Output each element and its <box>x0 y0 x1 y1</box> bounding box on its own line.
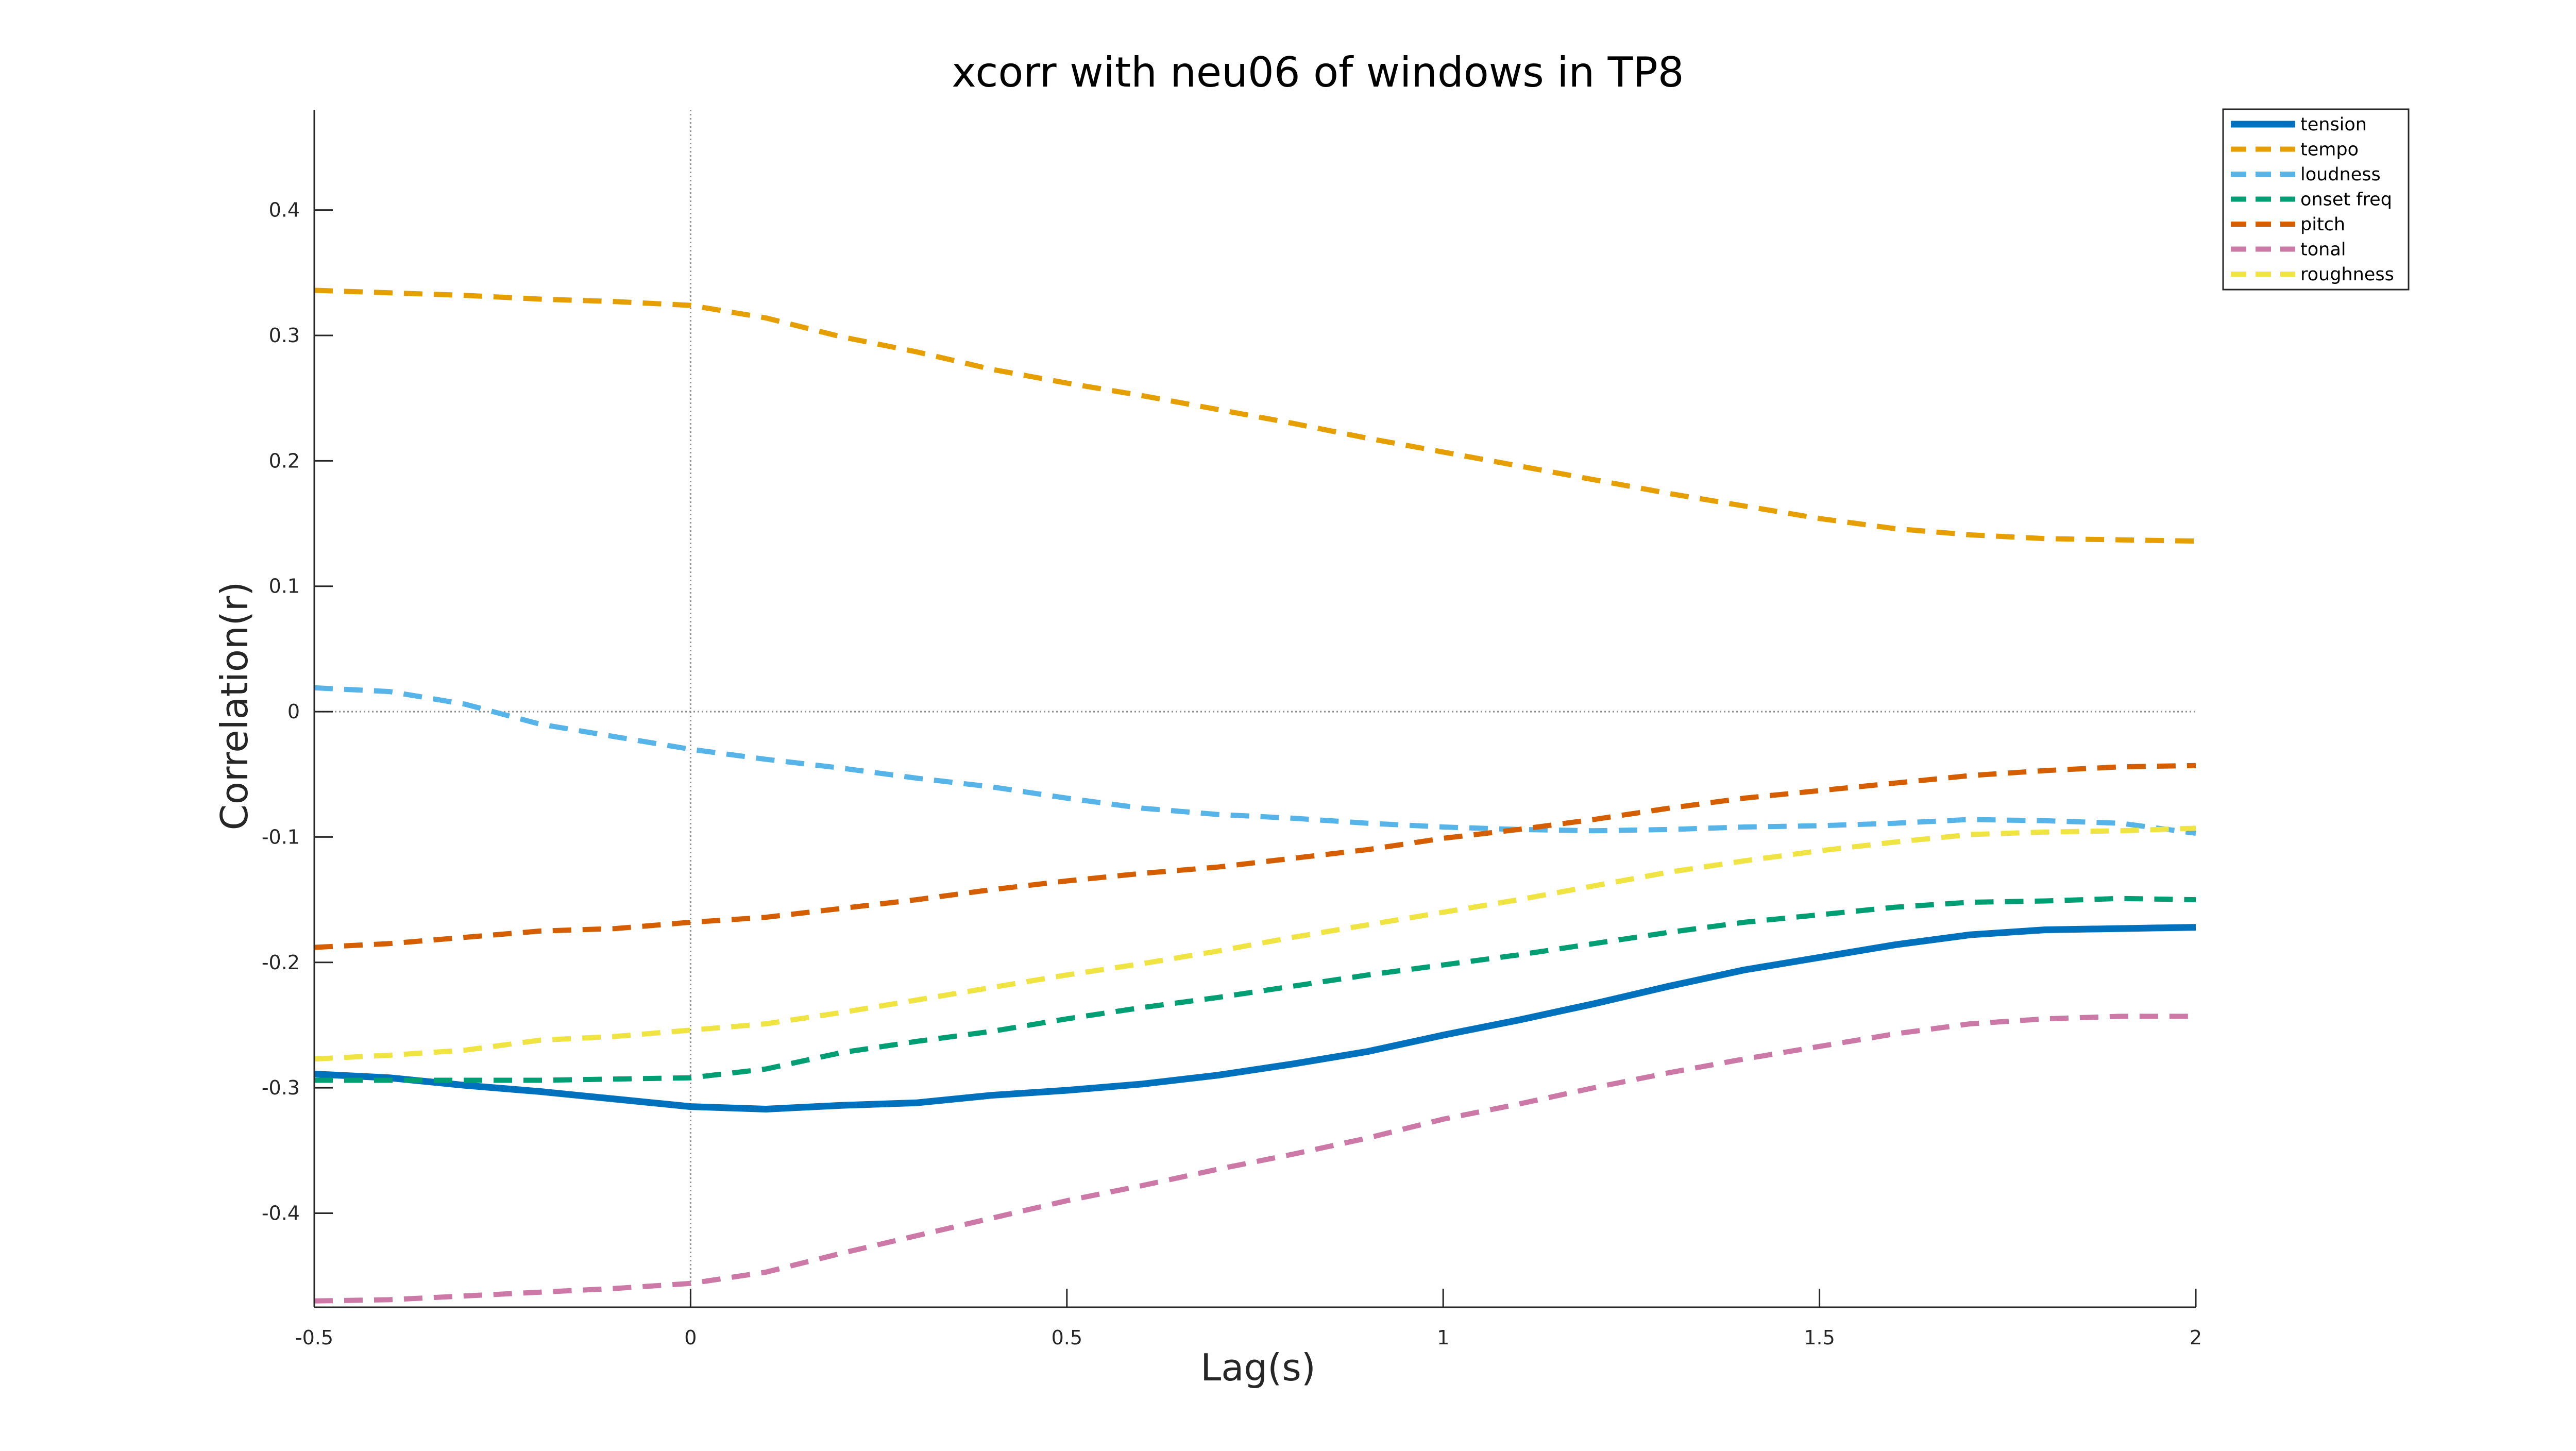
y-axis-label: Correlation(r) <box>213 582 256 831</box>
series-line-tension <box>314 924 2196 1112</box>
x-tick-label: -0.5 <box>295 1326 333 1349</box>
y-tick-labels: -0.4 -0.3 -0.2 -0.1 0 0.1 0.2 0.3 0.4 <box>262 199 300 1225</box>
y-tick-label: 0.1 <box>269 575 300 598</box>
chart-title: xcorr with neu06 of windows in TP8 <box>952 48 1684 96</box>
legend-label: tension <box>2300 114 2367 135</box>
axes <box>313 110 2197 1308</box>
legend-box <box>2222 108 2410 291</box>
legend-label: onset freq <box>2300 190 2392 210</box>
y-tick-label: 0.3 <box>269 324 300 347</box>
x-tick-label: 1 <box>1437 1326 1449 1349</box>
series-line-onset-freq <box>314 896 2196 1083</box>
x-axis-label: Lag(s) <box>1200 1346 1316 1389</box>
y-tick-label: -0.3 <box>262 1076 300 1099</box>
x-tick-label: 1.5 <box>1804 1326 1835 1349</box>
series-lines <box>314 288 2196 1304</box>
legend-label: tonal <box>2300 240 2346 260</box>
x-tick-label: 0.5 <box>1052 1326 1082 1349</box>
y-tick-label: -0.2 <box>262 951 300 974</box>
legend-label: loudness <box>2300 164 2381 185</box>
y-tick-label: 0.4 <box>269 199 300 222</box>
series-line-tempo <box>314 288 2196 544</box>
legend-label: pitch <box>2300 214 2345 235</box>
legend-label: tempo <box>2300 140 2359 160</box>
series-line-roughness <box>314 825 2196 1062</box>
y-tick-label: 0 <box>287 700 300 723</box>
series-line-pitch <box>314 763 2196 950</box>
y-tick-label: 0.2 <box>269 449 300 472</box>
y-tick-label: -0.1 <box>262 825 300 848</box>
legend-items: tension tempo loudness onset freq pitch tonal… <box>2231 114 2394 285</box>
x-tick-label: 0 <box>684 1326 697 1349</box>
y-tick-label: -0.4 <box>262 1202 300 1224</box>
x-tick-label: 2 <box>2190 1326 2202 1349</box>
series-line-tonal <box>314 1014 2196 1304</box>
legend: tension tempo loudness onset freq pitch tonal… <box>2222 108 2410 291</box>
x-tick-labels: -0.5 0 0.5 1 1.5 2 <box>295 1326 2202 1349</box>
legend-label: roughness <box>2300 264 2394 285</box>
